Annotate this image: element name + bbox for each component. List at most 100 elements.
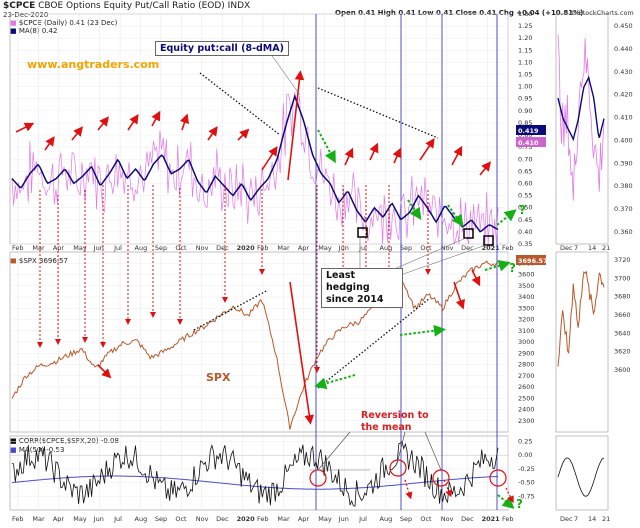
y-tick-label: 3300: [518, 304, 535, 312]
x-tick-label-bottom: Oct: [420, 515, 432, 523]
side-y-tick-label: 0.430: [614, 68, 633, 76]
red-trend-arrow: [179, 113, 190, 131]
quote-change: Chg +0.04 (+10.81%): [498, 9, 584, 17]
red-trend-arrow: [237, 128, 250, 141]
y-tick-label: 2900: [518, 349, 535, 357]
y-tick-label: 2300: [518, 417, 535, 425]
least-hedging-square: [483, 235, 494, 246]
x-tick-label-bottom: Aug: [380, 515, 393, 523]
x-tick-label-top: Aug: [380, 244, 393, 252]
y-tick-label: -0.25: [518, 465, 535, 473]
least-hedging-label: Least hedging since 2014: [321, 268, 403, 308]
reversion-circle: [489, 469, 507, 487]
side-x-tick-label: 14: [588, 244, 596, 252]
red-trend-arrow: [71, 126, 83, 141]
x-tick-label-bottom: Apr: [298, 515, 310, 523]
side-x-tick-label: 7: [574, 244, 578, 252]
quote-low: Low 0.41: [417, 9, 454, 17]
x-tick-label-top: Mar: [277, 244, 290, 252]
spx-label: SPX: [206, 371, 231, 384]
y-tick-label: 0.85: [518, 119, 532, 127]
side-y-tick-label: 0.400: [614, 136, 633, 144]
x-tick-label-bottom: May: [318, 515, 332, 523]
x-tick-label-top: Jun: [338, 244, 349, 252]
x-tick-label-top: Mar: [32, 244, 45, 252]
y-tick-label: 0.25: [518, 437, 532, 445]
y-tick-label: 1.25: [518, 22, 532, 30]
badge-spx-bg: [516, 255, 546, 265]
y-tick-label: 0.40: [518, 228, 532, 236]
y-tick-label: 2600: [518, 383, 535, 391]
x-tick-label-top: Apr: [53, 244, 65, 252]
dashed-green-arrow: [447, 204, 464, 227]
dashed-green-arrow: [407, 199, 422, 220]
x-tick-label-bottom: Feb: [12, 515, 24, 523]
y-tick-label: 3600: [518, 271, 535, 279]
side-y-tick-label: 3640: [614, 329, 631, 337]
legend-corr: ■ CORR($CPCE,$SPX,20) -0.08: [10, 437, 119, 445]
badge-cpce-ma: 0.419: [518, 127, 539, 135]
chart-title: $CPCE CBOE Options Equity Put/Call Ratio…: [3, 1, 250, 11]
equity-putcall-label: Equity put:call (8-dMA): [155, 41, 289, 56]
side-series-cpce-ma8: [557, 75, 605, 142]
side-panel-frame-2: [555, 435, 609, 511]
y-tick-label: 1.05: [518, 71, 532, 79]
series-cpce-ma8: [11, 94, 499, 233]
x-tick-label-top: Feb: [12, 244, 24, 252]
y-tick-label: 3000: [518, 338, 535, 346]
red-spx-arrow: [289, 281, 315, 425]
y-tick-label: 1.15: [518, 46, 532, 54]
legend-cpce: ■ $CPCE (Daily) 0.41 (23 Dec): [10, 19, 118, 27]
y-tick-label: 1.00: [518, 83, 532, 91]
x-tick-label-top: Sep: [400, 244, 412, 252]
x-tick-label-bottom: 2021: [482, 515, 501, 523]
x-tick-label-bottom: Nov: [196, 515, 209, 523]
corr-red-arrow: [443, 479, 452, 498]
x-tick-label-top: May: [318, 244, 332, 252]
question-mark-2: ?: [509, 261, 516, 275]
question-mark-3: ?: [516, 497, 523, 511]
x-tick-label-top: Dec: [216, 244, 229, 252]
side-y-tick-label: 0.410: [614, 114, 633, 122]
badge-spx: 3696.57: [518, 257, 548, 265]
quote-high: High 0.41: [377, 9, 416, 17]
x-tick-label-bottom: Oct: [175, 515, 187, 523]
x-tick-label-top: Jul: [113, 244, 122, 252]
y-tick-label: 0.50: [518, 204, 532, 212]
legend-spx: ■ $SPX 3696.57: [10, 257, 68, 265]
side-y-tick-label: 0.420: [614, 91, 633, 99]
side-y-tick-label: 0.390: [614, 159, 633, 167]
x-tick-label-bottom: Nov: [441, 515, 454, 523]
x-tick-label-bottom: Feb: [257, 515, 269, 523]
least-hedging-square: [463, 228, 474, 239]
reversion-label: Reversion to the mean: [361, 410, 429, 433]
red-trend-arrow: [419, 138, 435, 161]
red-trend-arrow: [97, 116, 109, 131]
reversion-circle: [389, 459, 407, 477]
x-tick-label-bottom: 2020: [237, 515, 256, 523]
side-y-tick-label: 0.380: [614, 182, 633, 190]
red-spx-arrow: [453, 281, 465, 310]
quote-open: Open 0.41: [335, 9, 376, 17]
dotted-trendline: [193, 289, 269, 331]
least-hedging-square: [357, 227, 368, 238]
reversion-circle: [309, 469, 327, 487]
y-tick-label: 3200: [518, 316, 535, 324]
y-tick-label: -0.50: [518, 479, 535, 487]
side-x-tick-label: 14: [588, 515, 596, 523]
x-tick-label-top: May: [73, 244, 87, 252]
red-trend-arrow: [44, 136, 55, 151]
x-tick-label-top: Dec: [461, 244, 474, 252]
x-tick-label-bottom: May: [73, 515, 87, 523]
red-trend-arrow: [369, 142, 379, 161]
y-tick-label: 0.70: [518, 155, 532, 163]
leader-line: [391, 237, 467, 271]
x-tick-label-bottom: Mar: [32, 515, 45, 523]
x-tick-label-top: 2021: [482, 244, 501, 252]
x-tick-label-top: Jul: [358, 244, 367, 252]
chart-date: 23-Dec-2020: [3, 11, 49, 19]
side-x-tick-label: Dec: [560, 244, 573, 252]
dashed-green-arrow: [314, 374, 356, 390]
red-trend-arrow: [207, 126, 218, 141]
y-tick-label: 2800: [518, 361, 535, 369]
